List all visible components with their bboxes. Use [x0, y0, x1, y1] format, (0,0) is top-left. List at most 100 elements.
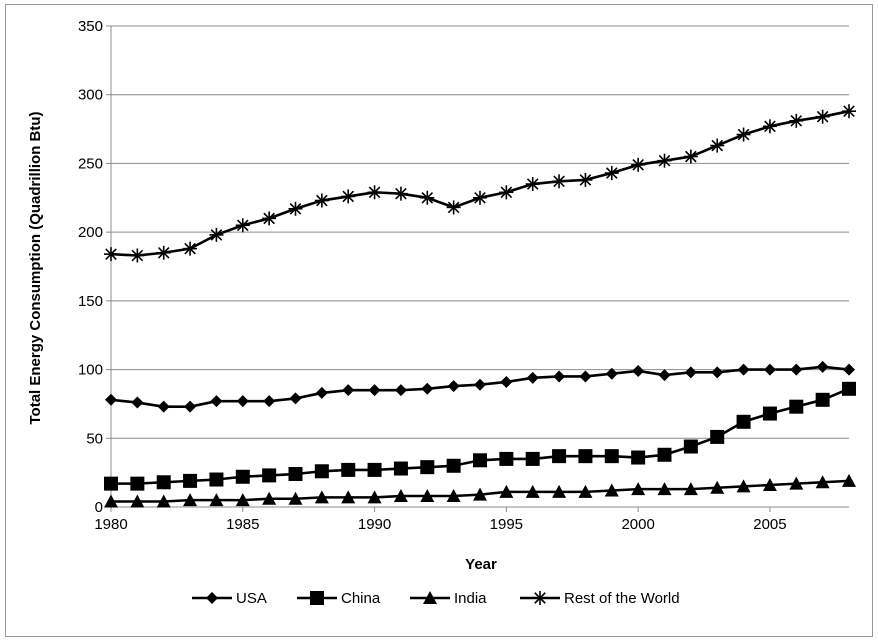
- series-usa: [105, 360, 855, 413]
- data-point-india: [209, 493, 224, 507]
- data-point-india: [578, 484, 593, 498]
- data-point-usa: [605, 367, 618, 380]
- data-point-china: [183, 473, 198, 488]
- line-chart: 0 50 100 150 200 250 300 350 1980 1985 1990 1995 20…: [27, 18, 856, 607]
- x-tick-label: 2005: [753, 516, 786, 533]
- legend-label: USA: [236, 590, 267, 607]
- data-point-china: [130, 476, 145, 491]
- data-point-india: [842, 473, 856, 487]
- data-point-china: [446, 458, 461, 473]
- data-point-usa: [684, 366, 697, 379]
- gridlines: [106, 25, 849, 508]
- data-point-china: [209, 472, 224, 487]
- data-point-usa: [763, 363, 776, 376]
- data-point-india: [262, 491, 277, 505]
- x-tick-labels: 1980 1985 1990 1995 2000 2005: [94, 516, 786, 533]
- data-point-india: [341, 490, 356, 504]
- data-point-rest-of-the-world: [552, 174, 567, 189]
- data-point-usa: [474, 378, 486, 391]
- data-point-india: [657, 482, 672, 496]
- data-point-rest-of-the-world: [262, 211, 277, 226]
- data-point-usa: [105, 393, 117, 406]
- data-point-rest-of-the-world: [393, 186, 408, 201]
- data-point-china: [762, 406, 777, 421]
- data-point-china: [789, 399, 804, 414]
- data-point-rest-of-the-world: [683, 149, 698, 164]
- y-tick-label: 300: [78, 87, 103, 104]
- data-point-rest-of-the-world: [710, 138, 725, 153]
- data-point-usa: [632, 364, 645, 377]
- data-point-china: [578, 449, 593, 464]
- y-tick-labels: 0 50 100 150 200 250 300 350: [78, 18, 103, 516]
- data-point-rest-of-the-world: [209, 227, 224, 242]
- data-point-rest-of-the-world: [446, 200, 461, 215]
- data-point-rest-of-the-world: [657, 153, 672, 168]
- legend-item-rest-of-the-world: Rest of the World: [520, 590, 680, 607]
- data-point-china: [604, 449, 619, 464]
- axes: [110, 26, 849, 512]
- series-line-china: [111, 387, 850, 485]
- data-point-india: [762, 478, 777, 492]
- data-point-usa: [394, 384, 407, 397]
- data-point-china: [156, 475, 171, 490]
- legend-item-china: China: [297, 590, 381, 607]
- data-point-usa: [843, 363, 855, 376]
- data-point-india: [631, 482, 646, 496]
- data-point-usa: [210, 395, 223, 408]
- series-rest-of-the-world: [104, 104, 856, 263]
- data-point-rest-of-the-world: [156, 245, 171, 260]
- data-point-india: [288, 491, 303, 505]
- data-point-india: [235, 493, 250, 507]
- data-point-china: [393, 461, 408, 476]
- data-point-china: [314, 464, 329, 479]
- data-point-usa: [157, 400, 170, 413]
- legend-label: India: [454, 590, 487, 607]
- data-point-rest-of-the-world: [314, 193, 329, 208]
- data-point-usa: [500, 375, 513, 388]
- data-point-india: [367, 490, 382, 504]
- data-point-usa: [289, 392, 302, 405]
- data-point-rest-of-the-world: [736, 127, 751, 142]
- data-point-rest-of-the-world: [842, 104, 856, 119]
- legend: USA China India Rest of the World: [192, 590, 680, 607]
- data-point-usa: [711, 366, 724, 379]
- data-point-usa: [263, 395, 276, 408]
- legend-marker-india: [423, 591, 437, 604]
- data-point-india: [604, 483, 619, 497]
- data-point-india: [420, 489, 435, 503]
- y-tick-label: 350: [78, 18, 103, 35]
- series-group: [104, 104, 856, 508]
- data-point-rest-of-the-world: [604, 166, 619, 181]
- data-point-india: [736, 479, 751, 493]
- data-point-india: [156, 494, 171, 508]
- data-point-usa: [790, 363, 803, 376]
- legend-marker-china: [310, 591, 324, 605]
- data-point-usa: [737, 363, 750, 376]
- data-point-usa: [579, 370, 592, 383]
- data-point-rest-of-the-world: [578, 172, 593, 187]
- data-point-china: [288, 467, 303, 482]
- data-point-china: [104, 476, 118, 491]
- data-point-india: [183, 493, 198, 507]
- legend-item-usa: USA: [192, 590, 267, 607]
- legend-marker-usa: [206, 592, 218, 604]
- y-tick-label: 50: [86, 430, 103, 447]
- data-point-china: [525, 451, 540, 466]
- y-axis-title: Total Energy Consumption (Quadrillion Bt…: [27, 111, 44, 424]
- data-point-india: [130, 494, 145, 508]
- data-point-china: [736, 414, 751, 429]
- data-point-india: [446, 489, 461, 503]
- data-point-china: [473, 453, 487, 468]
- data-point-usa: [236, 395, 249, 408]
- data-point-rest-of-the-world: [420, 190, 435, 205]
- data-point-usa: [526, 371, 539, 384]
- data-point-india: [473, 487, 487, 501]
- data-point-india: [525, 484, 540, 498]
- data-point-usa: [447, 380, 460, 393]
- data-point-rest-of-the-world: [762, 119, 777, 134]
- data-point-china: [842, 381, 856, 396]
- data-point-usa: [315, 386, 328, 399]
- data-point-rest-of-the-world: [183, 241, 198, 256]
- data-point-rest-of-the-world: [341, 189, 356, 204]
- data-point-china: [657, 447, 672, 462]
